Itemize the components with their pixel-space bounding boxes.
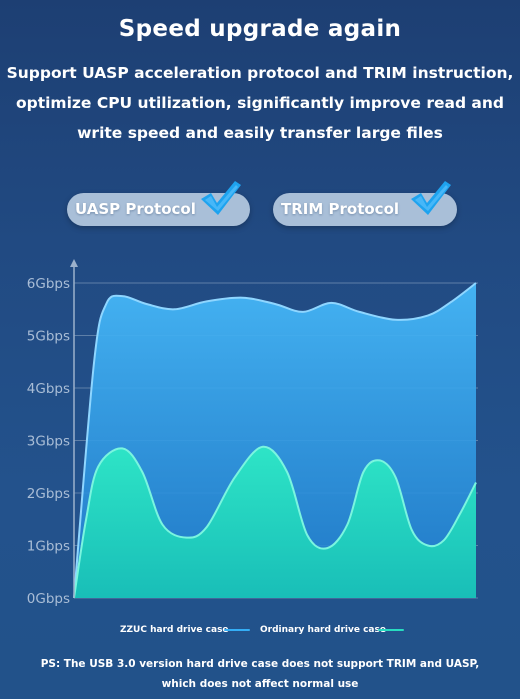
y-tick-label: 1Gbps: [27, 539, 70, 555]
uasp-protocol-label: UASP Protocol: [75, 200, 196, 218]
legend-swatch-zzuc: [224, 629, 250, 631]
trim-protocol-badge: TRIM Protocol: [273, 181, 457, 226]
subtitle: Support UASP acceleration protocol and T…: [6, 58, 514, 148]
footnote-line: PS: The USB 3.0 version hard drive case …: [40, 658, 480, 670]
subtitle-line: optimize CPU utilization, significantly …: [15, 94, 505, 112]
speed-chart: 0Gbps 1Gbps 2Gbps 3Gbps 4Gbps 5Gbps 6Gbps: [27, 259, 478, 607]
footnote: PS: The USB 3.0 version hard drive case …: [0, 654, 520, 694]
y-tick-label: 0Gbps: [27, 591, 70, 607]
uasp-protocol-badge: UASP Protocol: [67, 181, 250, 226]
y-tick-label: 5Gbps: [27, 329, 70, 345]
legend: ZZUC hard drive case Ordinary hard drive…: [0, 622, 520, 638]
legend-label-ordinary: Ordinary hard drive case: [260, 625, 386, 635]
zzuc-series-line: [73, 282, 477, 599]
page-title: Speed upgrade again: [118, 16, 402, 42]
subtitle-line: Support UASP acceleration protocol and T…: [6, 64, 514, 82]
checkmark-icon: [201, 181, 241, 215]
trim-protocol-label: TRIM Protocol: [281, 200, 400, 218]
y-axis-arrow: [70, 259, 78, 267]
y-tick-label: 6Gbps: [27, 276, 70, 292]
legend-swatch-ordinary: [378, 629, 404, 631]
y-tick-label: 4Gbps: [27, 381, 70, 397]
checkmark-icon: [411, 181, 451, 215]
subtitle-line: write speed and easily transfer large fi…: [77, 124, 443, 142]
ordinary-series-line: [73, 445, 477, 599]
ordinary-series-area: [74, 446, 476, 598]
y-tick-label: 3Gbps: [27, 434, 70, 450]
y-tick-label: 2Gbps: [27, 486, 70, 502]
footnote-line: which does not affect normal use: [161, 678, 359, 690]
legend-label-zzuc: ZZUC hard drive case: [120, 625, 229, 635]
y-axis-ticks: 0Gbps 1Gbps 2Gbps 3Gbps 4Gbps 5Gbps 6Gbps: [27, 276, 70, 607]
